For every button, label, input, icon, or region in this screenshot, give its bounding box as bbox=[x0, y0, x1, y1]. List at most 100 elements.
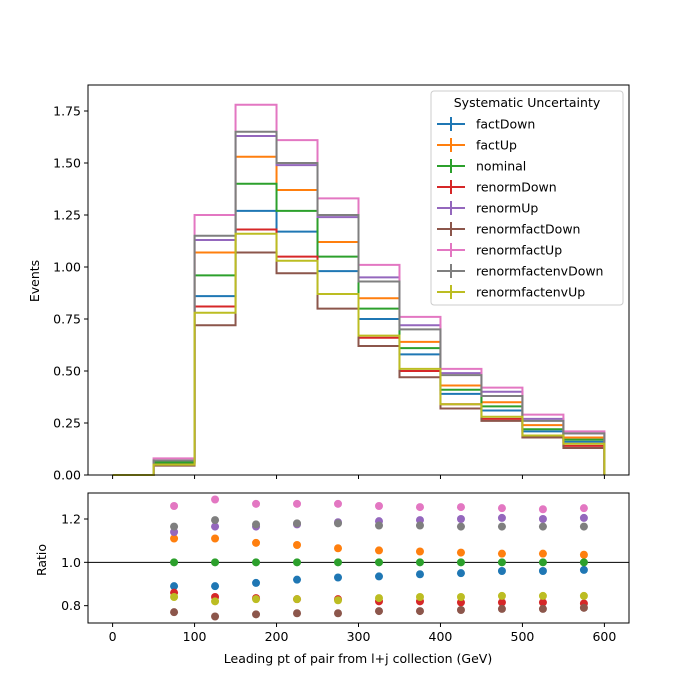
ratio-point-renormfactenvDown bbox=[579, 522, 588, 531]
ratio-point-nominal bbox=[415, 558, 424, 567]
legend-entry-renormfactenvDown: renormfactenvDown bbox=[437, 264, 603, 279]
x-tick-label: 200 bbox=[265, 629, 289, 644]
ratio-point-factUp bbox=[579, 550, 588, 559]
ratio-point-renormfactDown bbox=[293, 609, 302, 618]
x-tick-label: 0 bbox=[109, 629, 117, 644]
ratio-point-renormfactenvDown bbox=[497, 522, 506, 531]
ratio-point-renormfactUp bbox=[211, 495, 220, 504]
legend-entries: factDown factUp nominal renormDown renormUp r… bbox=[437, 117, 603, 300]
ratio-point-renormfactenvUp bbox=[538, 591, 547, 600]
ratio-point-nominal bbox=[456, 558, 465, 567]
ratio-point-factUp bbox=[374, 546, 383, 555]
ratio-point-factDown bbox=[211, 582, 220, 591]
ratio-point-factDown bbox=[170, 582, 179, 591]
ratio-point-nominal bbox=[252, 558, 261, 567]
ratio-panel: 0.8 1.0 1.2 0 100 200 300 400 500 600 Ratio Lead… bbox=[34, 492, 630, 666]
ratio-point-renormfactenvUp bbox=[497, 591, 506, 600]
ratio-point-renormfactenvUp bbox=[579, 591, 588, 600]
ratio-point-factUp bbox=[252, 538, 261, 547]
ratio-point-renormDown bbox=[497, 598, 506, 607]
ratio-point-renormfactenvDown bbox=[456, 522, 465, 531]
legend-label: factUp bbox=[476, 138, 517, 153]
ratio-point-factUp bbox=[334, 544, 343, 553]
ratio-point-renormfactenvDown bbox=[211, 516, 220, 525]
events-panel-frame bbox=[87, 84, 630, 476]
ratio-point-factDown bbox=[374, 572, 383, 581]
ratio-point-renormfactDown bbox=[374, 607, 383, 616]
ratio-point-renormfactDown bbox=[456, 606, 465, 614]
legend-entry-renormfactUp: renormfactUp bbox=[437, 243, 562, 258]
ratio-point-factDown bbox=[334, 573, 343, 582]
events-y-tick-label: 1.00 bbox=[53, 260, 81, 275]
x-tick-label: 400 bbox=[429, 629, 453, 644]
ratio-point-nominal bbox=[538, 558, 547, 567]
ratio-point-nominal bbox=[211, 558, 220, 567]
legend-label: renormfactDown bbox=[476, 222, 580, 237]
ratio-point-renormfactDown bbox=[170, 608, 179, 617]
events-y-ticks: 0.00 0.25 0.50 0.75 1.00 1.25 1.50 1.75 bbox=[53, 104, 88, 483]
ratio-point-renormfactDown bbox=[252, 610, 261, 619]
ratio-point-renormfactenvUp bbox=[334, 596, 343, 605]
events-histogram-lines bbox=[112, 103, 606, 476]
legend-label: factDown bbox=[476, 117, 535, 132]
ratio-point-renormUp bbox=[497, 513, 506, 522]
events-y-tick-label: 1.75 bbox=[53, 104, 81, 119]
ratio-point-nominal bbox=[374, 558, 383, 567]
ratio-y-tick-label: 1.0 bbox=[61, 555, 81, 570]
ratio-point-renormfactUp bbox=[579, 504, 588, 513]
events-y-tick-label: 0.00 bbox=[53, 468, 81, 483]
legend-entry-renormfactenvUp: renormfactenvUp bbox=[437, 285, 585, 300]
events-panel: 0.00 0.25 0.50 0.75 1.00 1.25 1.50 1.75 Events bbox=[27, 84, 630, 483]
x-axis-label: Leading pt of pair from l+j collection (… bbox=[224, 651, 492, 666]
ratio-point-factDown bbox=[415, 570, 424, 579]
ratio-point-factUp bbox=[456, 548, 465, 557]
ratio-point-renormfactenvDown bbox=[538, 522, 547, 531]
x-tick-label: 600 bbox=[592, 629, 616, 644]
ratio-point-renormfactDown bbox=[497, 604, 506, 613]
legend-entry-factDown: factDown bbox=[437, 117, 535, 132]
ratio-point-factUp bbox=[538, 549, 547, 558]
x-tick-label: 500 bbox=[511, 629, 535, 644]
events-y-axis-label: Events bbox=[27, 260, 42, 302]
ratio-point-renormfactenvDown bbox=[170, 522, 179, 531]
x-tick-label: 100 bbox=[183, 629, 207, 644]
legend-label: nominal bbox=[476, 159, 526, 174]
ratio-point-factUp bbox=[170, 534, 179, 543]
ratio-point-renormUp bbox=[456, 515, 465, 523]
ratio-point-renormfactenvDown bbox=[415, 521, 424, 530]
ratio-point-factUp bbox=[211, 534, 220, 543]
ratio-point-renormfactenvDown bbox=[334, 519, 343, 528]
ratio-point-renormfactUp bbox=[293, 499, 302, 508]
ratio-point-factDown bbox=[538, 567, 547, 575]
legend-entry-nominal: nominal bbox=[437, 159, 526, 174]
ratio-points bbox=[170, 495, 588, 621]
ratio-point-renormfactenvUp bbox=[293, 595, 302, 604]
events-y-tick-label: 1.25 bbox=[53, 208, 81, 223]
ratio-point-renormfactenvUp bbox=[374, 594, 383, 603]
ratio-point-renormfactenvDown bbox=[252, 520, 261, 529]
ratio-point-renormfactDown bbox=[334, 609, 343, 618]
ratio-point-nominal bbox=[170, 558, 179, 567]
ratio-point-renormUp bbox=[211, 522, 220, 531]
ratio-point-factDown bbox=[497, 567, 506, 575]
legend-label: renormfactenvDown bbox=[476, 264, 603, 279]
ratio-point-renormfactDown bbox=[538, 604, 547, 613]
ratio-point-renormfactDown bbox=[579, 603, 588, 612]
ratio-point-factDown bbox=[293, 575, 302, 584]
ratio-point-renormfactUp bbox=[252, 499, 261, 508]
ratio-point-factDown bbox=[252, 578, 261, 587]
ratio-point-renormfactenvDown bbox=[374, 521, 383, 530]
legend-entry-renormDown: renormDown bbox=[437, 180, 557, 195]
events-y-tick-label: 0.25 bbox=[53, 416, 81, 431]
ratio-point-nominal bbox=[293, 558, 302, 567]
ratio-point-factUp bbox=[293, 541, 302, 549]
ratio-point-renormfactUp bbox=[456, 503, 465, 512]
ratio-point-renormfactUp bbox=[374, 502, 383, 510]
ratio-point-nominal bbox=[579, 558, 588, 567]
ratio-point-renormDown bbox=[538, 598, 547, 607]
ratio-point-renormfactenvUp bbox=[170, 593, 179, 601]
legend: Systematic Uncertainty factDown factUp nom… bbox=[430, 90, 624, 306]
ratio-point-renormUp bbox=[579, 513, 588, 522]
legend-entry-factUp: factUp bbox=[437, 138, 517, 153]
